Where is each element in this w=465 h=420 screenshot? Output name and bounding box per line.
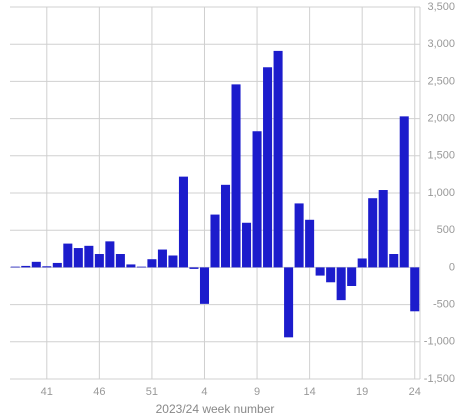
y-tick-label: 1,000 [427,187,455,199]
y-tick-label: 0 [449,261,455,273]
y-tick-label: 3,500 [427,1,455,13]
bar [252,131,262,268]
bar [105,241,115,268]
bar [189,267,199,269]
bar [147,259,157,268]
bar [94,254,104,268]
x-tick-label: 51 [146,386,158,398]
bar [389,254,399,268]
bar [315,267,325,276]
bar [326,267,336,283]
y-tick-label: 2,500 [427,75,455,87]
x-tick-label: 46 [93,386,105,398]
bar [157,249,167,268]
bar [284,267,294,338]
bar [242,222,252,268]
bar [84,245,94,268]
bar [63,243,73,268]
bar [115,254,125,268]
y-tick-label: 500 [437,224,455,236]
bar [52,262,62,268]
y-tick-label: -1,000 [424,336,455,348]
x-axis-title: 2023/24 week number [156,402,275,416]
bar [178,176,188,268]
bar [73,248,83,268]
bar [168,255,178,268]
bar [273,50,283,268]
bar [210,214,220,268]
x-tick-label: 14 [303,386,315,398]
bar [347,267,357,286]
bar [10,266,20,268]
x-tick-label: 19 [356,386,368,398]
bar [136,266,146,268]
bar [220,184,231,268]
bar [231,84,241,268]
x-tick-label: 9 [254,386,260,398]
y-tick-label: 3,000 [427,38,455,50]
y-tick-label: 2,000 [427,113,455,125]
bar [31,261,41,268]
bar [305,219,315,268]
bar [368,198,378,268]
bar [21,265,31,268]
bar [42,266,52,268]
bar [336,267,346,301]
bar [126,264,136,268]
x-tick-label: 24 [409,386,421,398]
bar [410,267,420,312]
y-tick-label: -500 [433,299,455,311]
bar [378,190,388,268]
y-tick-label: -1,500 [424,373,455,385]
bar [357,258,367,268]
x-tick-label: 4 [201,386,207,398]
x-tick-label: 41 [41,386,53,398]
y-tick-label: 1,500 [427,150,455,162]
bar [399,116,409,268]
bar [199,267,210,304]
bar [294,203,304,268]
bar [263,67,273,268]
